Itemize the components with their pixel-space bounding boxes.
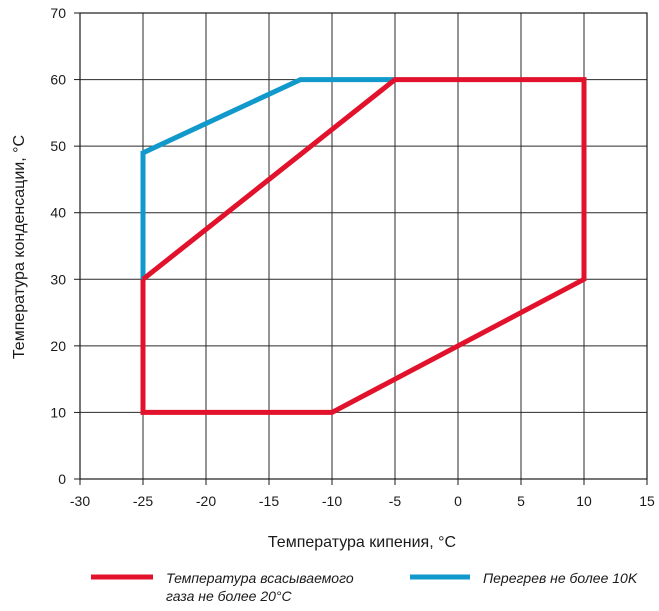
legend-label: Перегрев не более 10K — [483, 570, 638, 586]
series-layer — [140, 77, 587, 415]
y-tick-label: 20 — [50, 338, 66, 354]
x-tick-label: -15 — [259, 493, 279, 509]
legend-label: газа не более 20°C — [166, 588, 293, 604]
x-tick-label: 0 — [454, 493, 462, 509]
series-line-2 — [140, 77, 395, 280]
plot-border — [79, 12, 648, 480]
y-tick-label: 50 — [50, 138, 66, 154]
y-tick-label: 10 — [50, 404, 66, 420]
x-tick-label: -5 — [389, 493, 402, 509]
x-tick-label: -30 — [70, 493, 90, 509]
x-tick-label: -25 — [133, 493, 153, 509]
series-line-1 — [140, 77, 587, 415]
x-tick-label: -10 — [322, 493, 342, 509]
x-axis-ticks: -30 -25 -20 -15 -10 -5 0 5 10 15 — [70, 479, 655, 509]
plot-background — [80, 13, 647, 479]
legend-label: Температура всасываемого — [166, 570, 354, 586]
x-tick-label: -20 — [196, 493, 216, 509]
y-tick-label: 60 — [50, 72, 66, 88]
legend-item-2: Перегрев не более 10K — [410, 570, 638, 586]
x-tick-label: 5 — [517, 493, 525, 509]
plot-frame — [79, 12, 648, 480]
x-tick-label: 10 — [576, 493, 592, 509]
y-tick-label: 30 — [50, 271, 66, 287]
y-tick-label: 40 — [50, 205, 66, 221]
plot-area — [80, 13, 647, 479]
y-axis-label: Температура конденсации, °C — [11, 135, 28, 359]
y-tick-label: 70 — [50, 5, 66, 21]
y-tick-label: 0 — [58, 471, 66, 487]
x-tick-label: 15 — [639, 493, 655, 509]
x-axis-label: Температура кипения, °C — [268, 534, 456, 551]
legend: Температура всасываемого газа не более 20… — [91, 570, 638, 604]
legend-item-1: Температура всасываемого газа не более 20… — [91, 570, 354, 604]
y-axis-ticks: 0 10 20 30 40 50 60 70 — [50, 5, 80, 487]
